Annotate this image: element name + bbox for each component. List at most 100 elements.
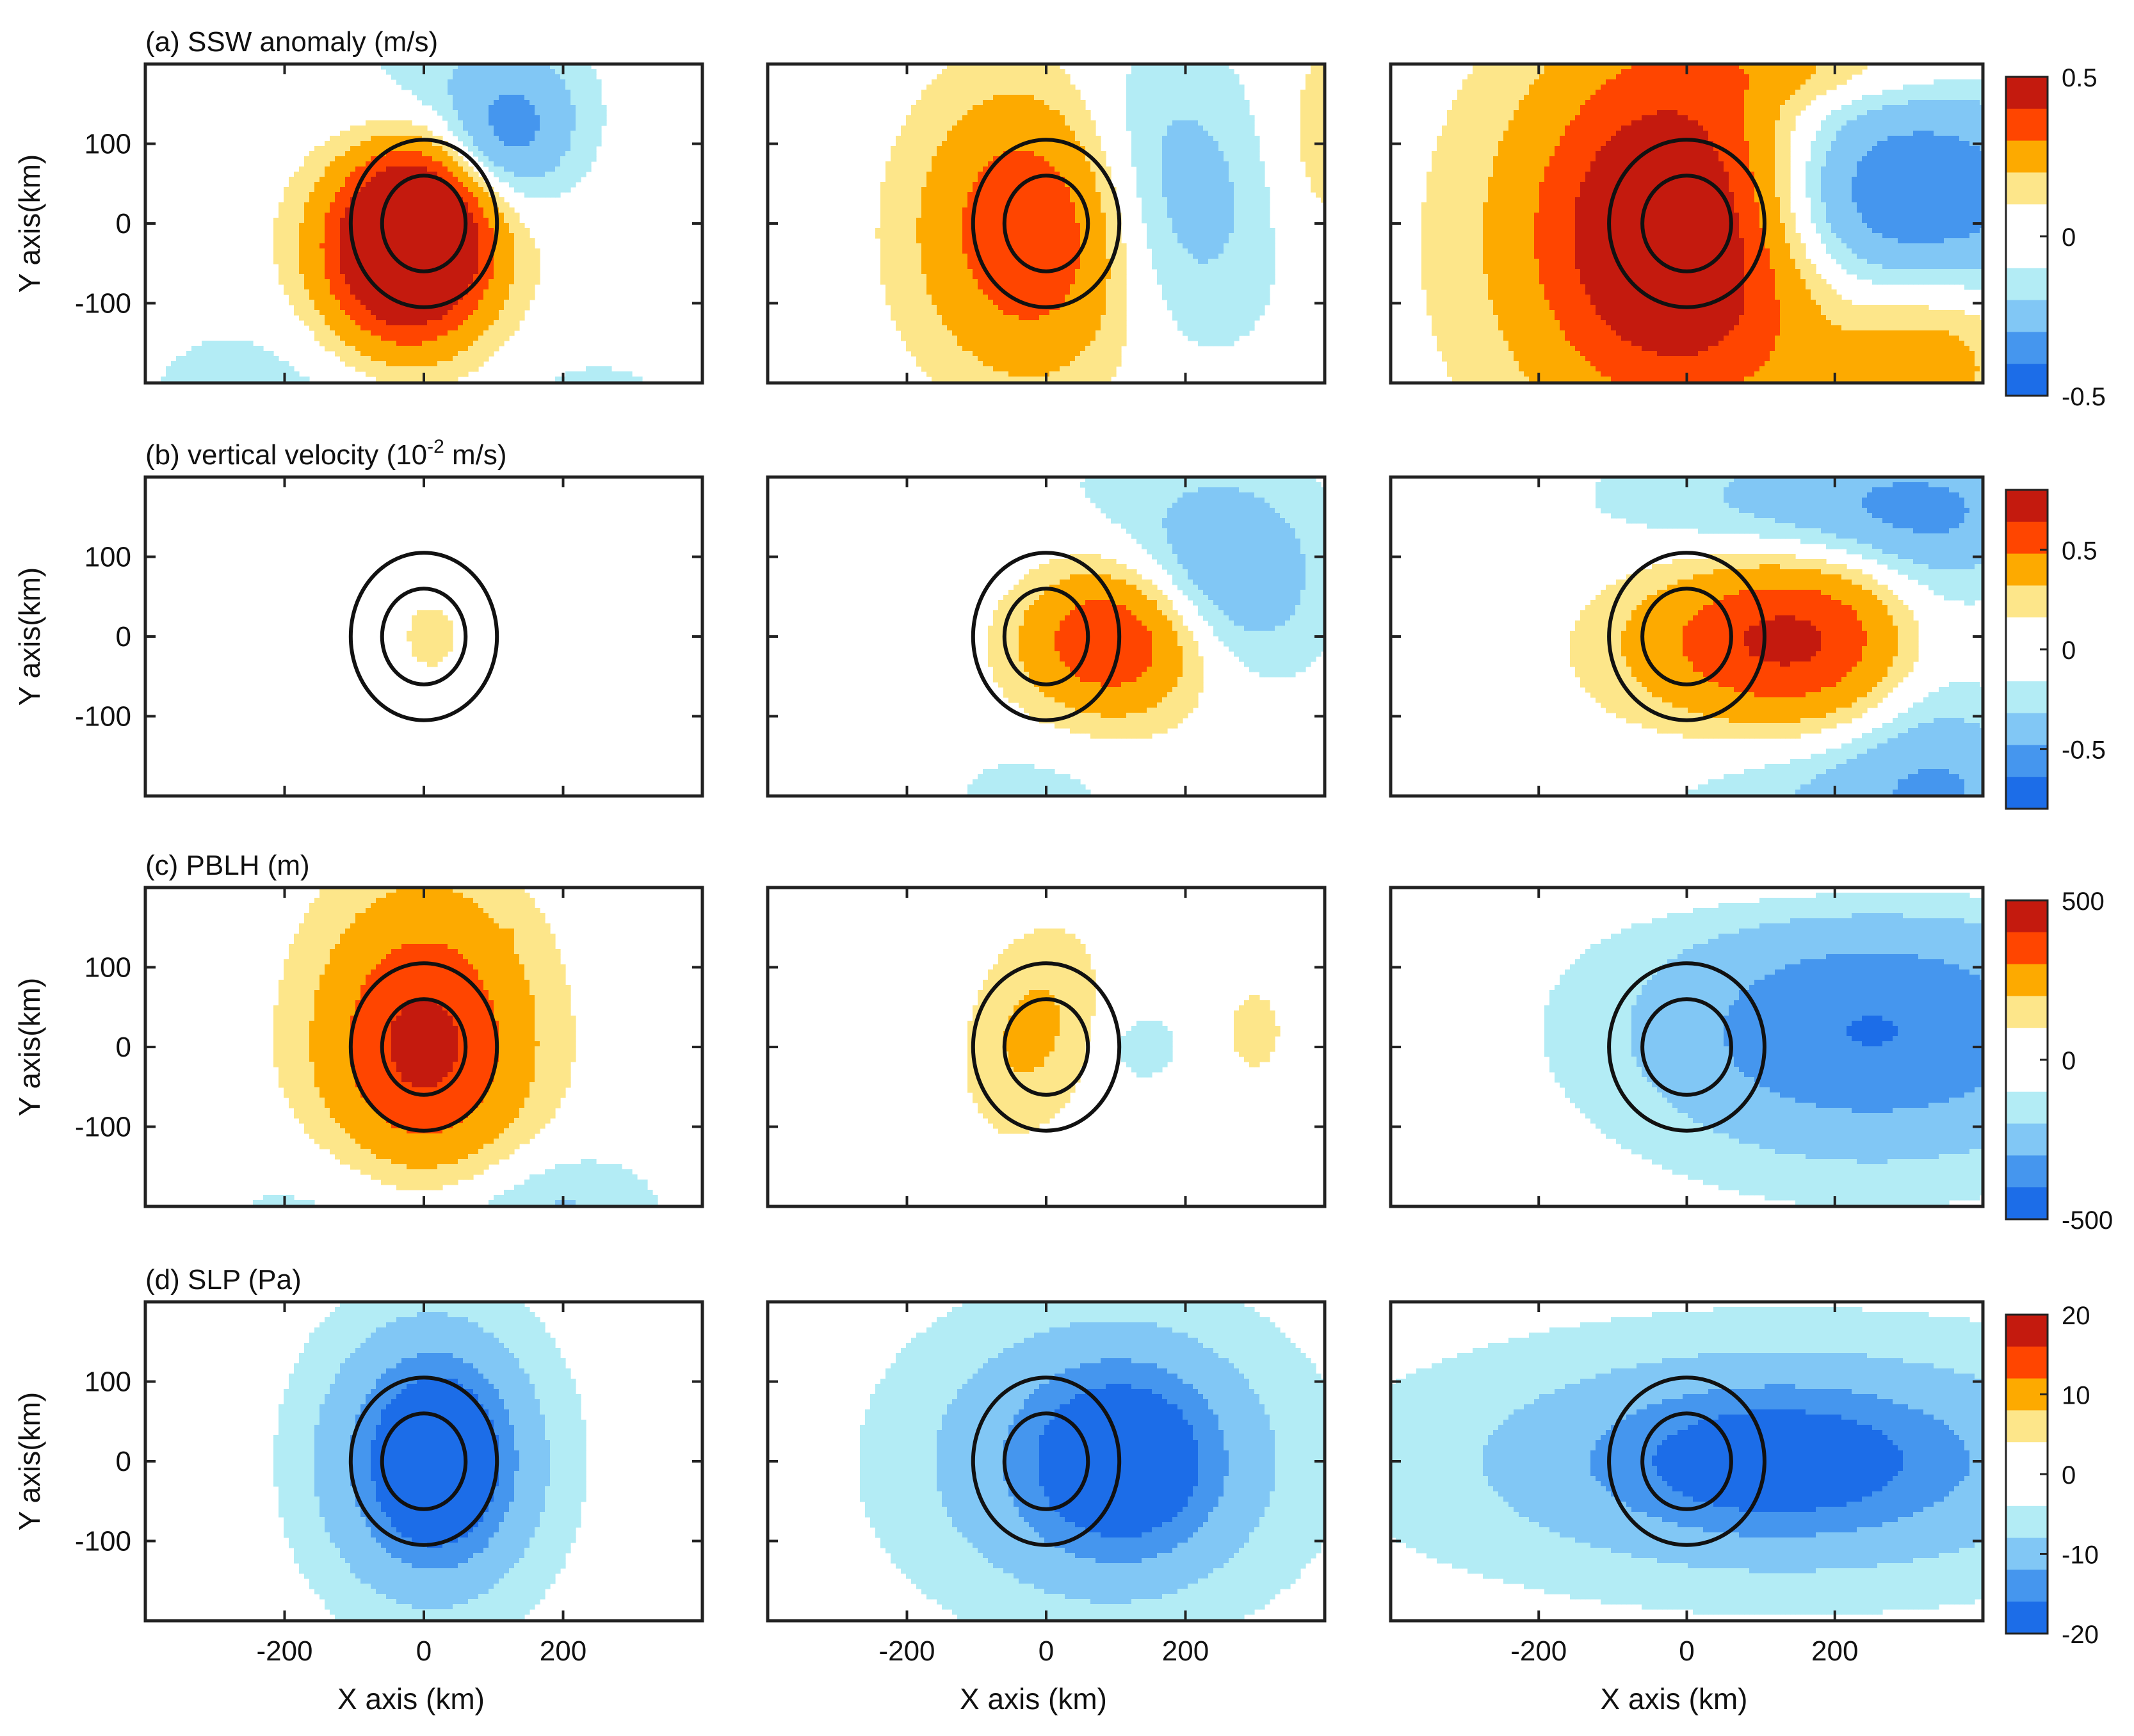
colorbar-segment xyxy=(2006,1505,2048,1539)
outer-ring xyxy=(1607,1375,1766,1547)
row-title-a: (a) SSW anomaly (m/s) xyxy=(145,26,438,58)
colorbar-tick-label: 0.5 xyxy=(2062,537,2098,565)
y-tick-label: 0 xyxy=(116,621,131,653)
row-title-d: (d) SLP (Pa) xyxy=(145,1264,302,1295)
y-tick-label: 100 xyxy=(85,1367,131,1398)
y-tick-label: 100 xyxy=(85,542,131,573)
colorbar-tick-label: 10 xyxy=(2062,1382,2090,1410)
outer-ring xyxy=(971,551,1122,722)
panel-field-3-0 xyxy=(273,1302,586,1621)
colorbar-segment xyxy=(2006,649,2048,682)
colorbar-tick-label: 0 xyxy=(2062,1047,2076,1075)
colorbar-segment xyxy=(2006,1442,2048,1475)
panel-field-0-2 xyxy=(1421,64,1983,383)
colorbar-segment xyxy=(2006,777,2048,809)
y-tick-label: 100 xyxy=(85,129,131,160)
colorbar-segment xyxy=(2006,996,2048,1028)
colorbar-segment xyxy=(2006,521,2048,555)
colorbar-segment xyxy=(2006,300,2048,332)
colorbars: 0.5 0 -0.5 0.5 0 -0.5 500 0 -500 20 10 0 -10 -20 xyxy=(2005,64,2113,1649)
panel-field-0-0 xyxy=(161,64,648,383)
colorbar-tick-label: 0 xyxy=(2062,637,2076,665)
row-title-c: (c) PBLH (m) xyxy=(145,850,310,881)
colorbar-segment xyxy=(2006,1187,2048,1220)
colorbar-segment xyxy=(2006,332,2048,364)
x-tick-label: -200 xyxy=(256,1635,312,1667)
y-tick-label: -100 xyxy=(75,288,131,320)
colorbar-segment xyxy=(2006,140,2048,173)
colorbar-segment xyxy=(2006,964,2048,996)
colorbar-segment xyxy=(2006,1346,2048,1379)
y-tick-label: -100 xyxy=(75,1112,131,1143)
colorbar-segment xyxy=(2006,1410,2048,1443)
colorbar-segment xyxy=(2006,1155,2048,1188)
panel-field-1-1 xyxy=(967,477,1325,796)
colorbar-segment xyxy=(2006,681,2048,714)
axes-text: (a) SSW anomaly (m/s) Y axis(km) 100 0 -100 (… xyxy=(13,26,1858,1716)
colorbar-segment xyxy=(2006,204,2048,237)
colorbar-segment xyxy=(2006,77,2048,110)
x-tick-label: -200 xyxy=(1510,1635,1567,1667)
inner-ring xyxy=(380,1411,468,1511)
contour-fields xyxy=(161,64,1983,1621)
x-tick-label: 200 xyxy=(540,1635,586,1667)
outer-ring xyxy=(971,1375,1122,1547)
inner-ring xyxy=(1640,997,1733,1097)
axes-frames xyxy=(143,62,1985,1623)
colorbar-segment xyxy=(2006,1570,2048,1602)
colorbar-segment xyxy=(2006,236,2048,269)
colorbar-tick-label: 0 xyxy=(2062,1461,2076,1489)
panel-field-1-2 xyxy=(1570,477,1983,796)
x-tick-label: 0 xyxy=(1039,1635,1054,1667)
colorbar-segment xyxy=(2006,745,2048,777)
colorbar-segment xyxy=(2006,713,2048,745)
row-title-b: (b) vertical velocity (10-2 m/s) xyxy=(145,436,507,471)
inner-ring xyxy=(1640,587,1733,686)
inner-ring xyxy=(380,174,468,273)
colorbar-tick-label: -10 xyxy=(2062,1541,2099,1570)
colorbar-segment xyxy=(2006,617,2048,650)
panel-field-2-2 xyxy=(1544,893,1983,1206)
inner-ring xyxy=(1002,997,1090,1097)
x-tick-label: 200 xyxy=(1811,1635,1858,1667)
y-axis-label: Y axis(km) xyxy=(13,567,46,706)
y-axis-label: Y axis(km) xyxy=(13,154,46,293)
colorbar-tick-label: 20 xyxy=(2062,1302,2090,1330)
inner-ring xyxy=(1002,587,1090,686)
x-tick-label: 0 xyxy=(416,1635,432,1667)
inner-ring xyxy=(1640,174,1733,273)
inner-ring xyxy=(380,997,468,1097)
colorbar-segment xyxy=(2006,490,2048,523)
x-tick-label: 0 xyxy=(1679,1635,1694,1667)
colorbar-segment xyxy=(2006,1028,2048,1060)
colorbar-tick-label: -20 xyxy=(2062,1621,2099,1649)
outer-ring xyxy=(1607,138,1766,309)
panel-field-0-1 xyxy=(875,64,1325,383)
x-tick-label: -200 xyxy=(878,1635,935,1667)
panel-field-2-1 xyxy=(967,929,1281,1134)
colorbar-segment xyxy=(2006,364,2048,396)
x-tick-label: 200 xyxy=(1162,1635,1209,1667)
outer-ring xyxy=(971,961,1122,1133)
x-axis-label: X axis (km) xyxy=(337,1682,485,1716)
y-tick-label: 100 xyxy=(85,952,131,984)
x-axis-label: X axis (km) xyxy=(960,1682,1107,1716)
colorbar-segment xyxy=(2006,1315,2048,1347)
colorbar-tick-label: 0.5 xyxy=(2062,64,2098,92)
y-tick-label: 0 xyxy=(116,208,131,239)
colorbar-segment xyxy=(2006,932,2048,965)
colorbar-tick-label: 500 xyxy=(2062,888,2105,916)
rmw-rings xyxy=(348,138,1766,1547)
colorbar-tick-label: -500 xyxy=(2062,1206,2113,1235)
outer-ring xyxy=(348,1375,499,1547)
colorbar-segment xyxy=(2006,108,2048,142)
colorbar-segment xyxy=(2006,1602,2048,1634)
y-axis-label: Y axis(km) xyxy=(13,1392,46,1530)
outer-ring xyxy=(1607,551,1766,722)
inner-ring xyxy=(380,587,468,686)
colorbar-segment xyxy=(2006,1060,2048,1092)
inner-ring xyxy=(1002,1411,1090,1511)
inner-ring xyxy=(1002,174,1090,273)
x-axis-label: X axis (km) xyxy=(1601,1682,1748,1716)
